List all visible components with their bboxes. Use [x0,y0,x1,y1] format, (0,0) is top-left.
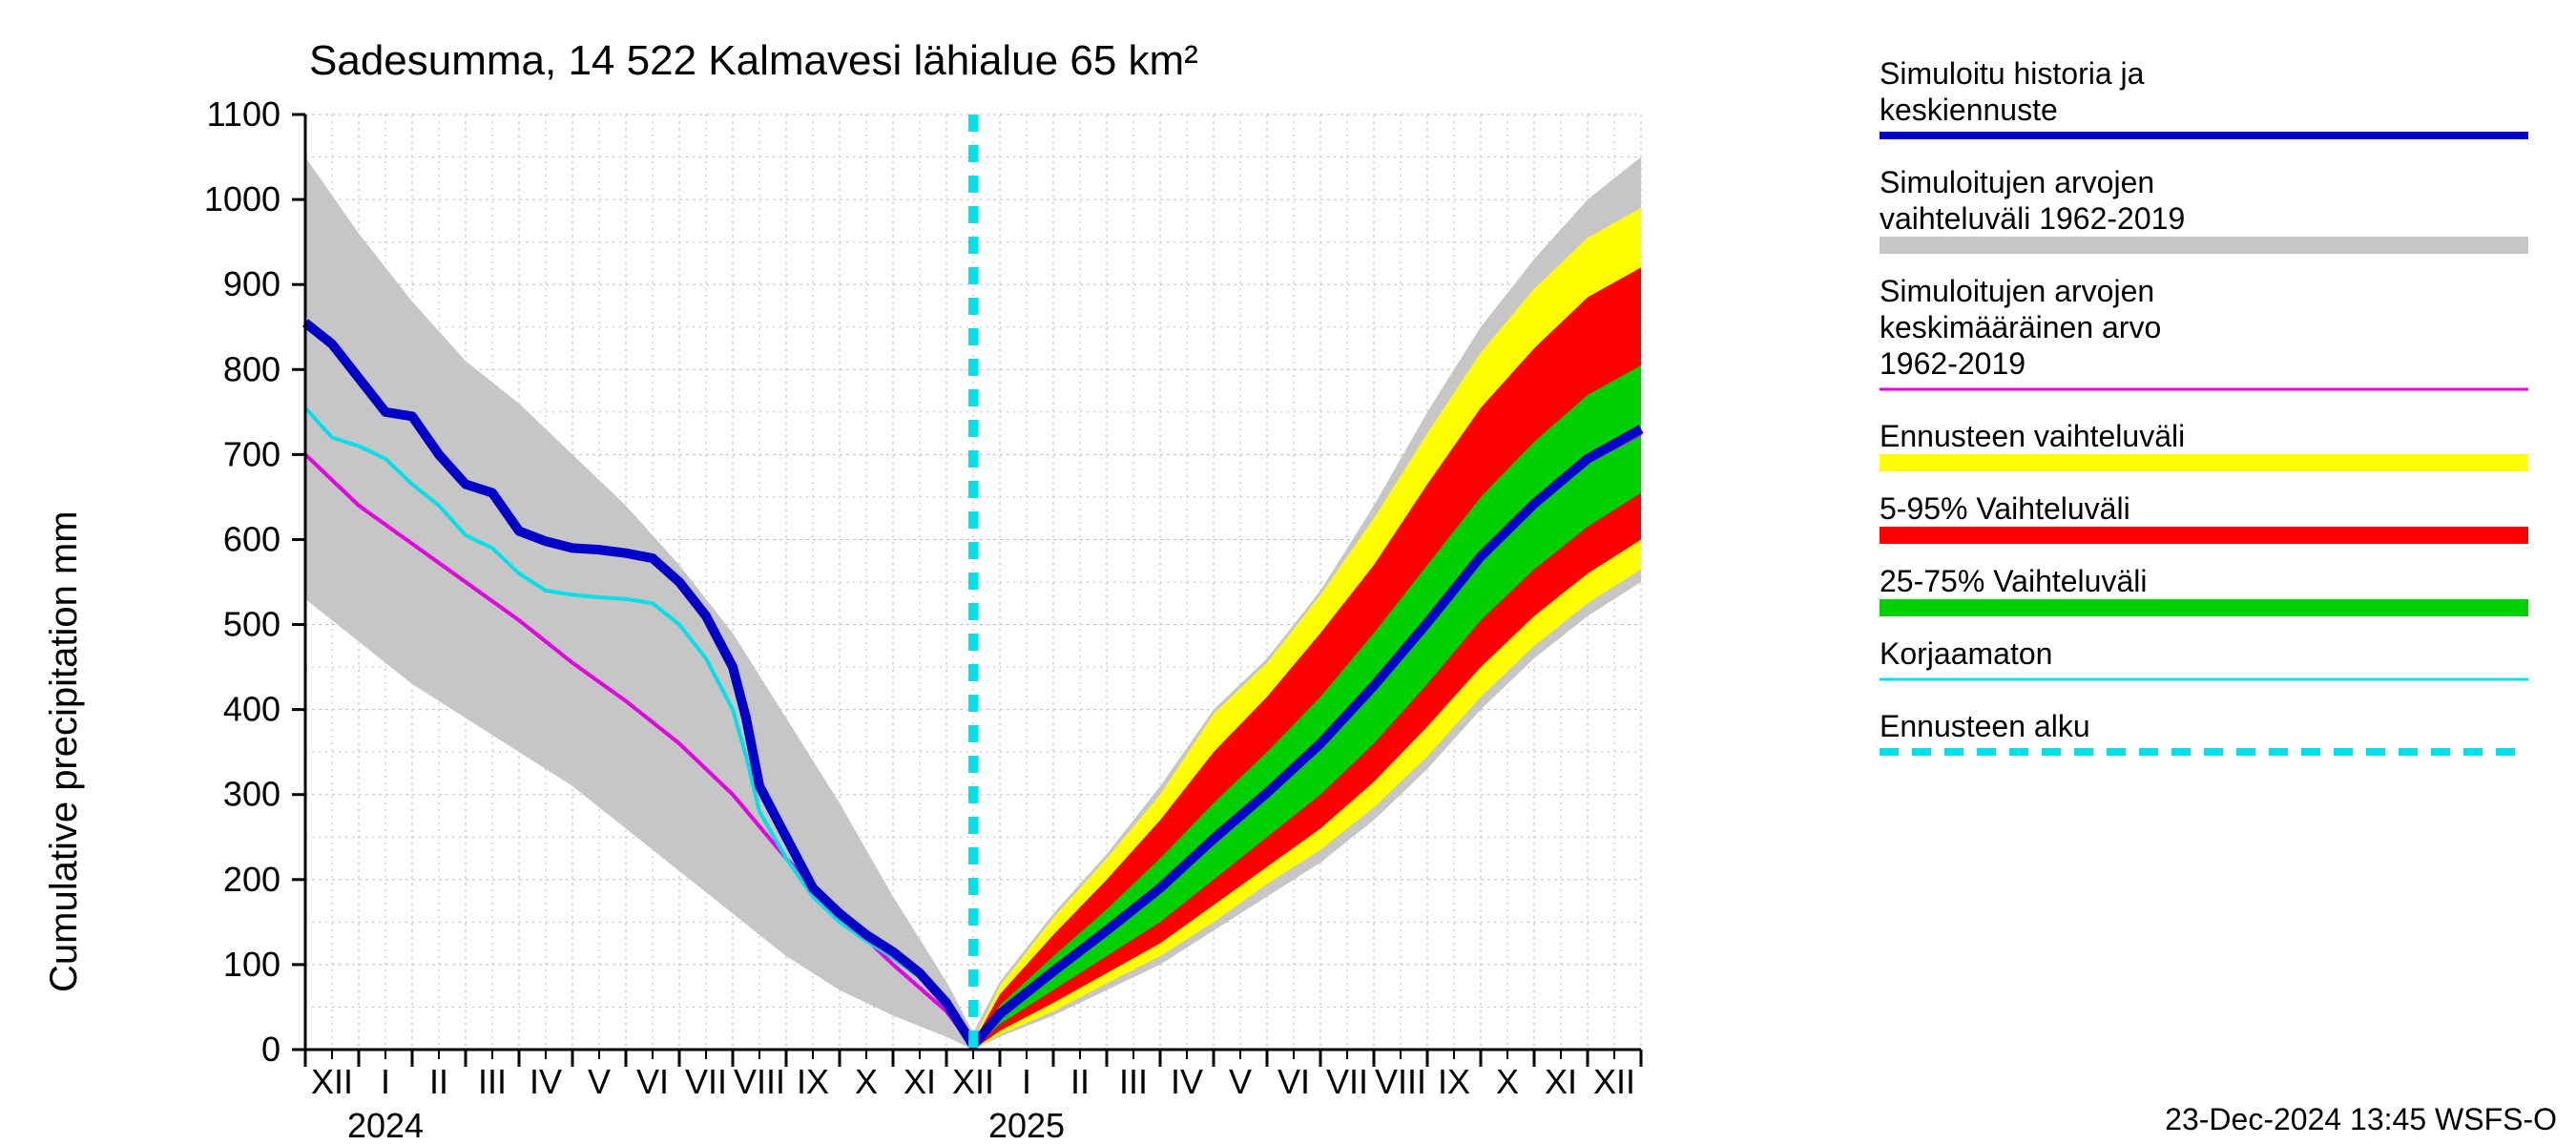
precipitation-chart: 010020030040050060070080090010001100XIII… [0,0,2576,1145]
x-tick-label: II [429,1062,448,1101]
band-red [973,267,1641,1050]
x-tick-label: XI [1545,1062,1577,1101]
legend-label: Simuloitujen arvojen [1880,165,2154,199]
y-tick-label: 0 [261,1030,280,1069]
year-label-left: 2024 [347,1106,424,1145]
x-tick-label: X [1496,1062,1519,1101]
legend-label: 5-95% Vaihteluväli [1880,491,2130,526]
x-tick-label: III [478,1062,507,1101]
legend-swatch [1880,237,2528,254]
legend-label: vaihteluväli 1962-2019 [1880,201,2185,236]
x-tick-label: I [381,1062,390,1101]
y-tick-label: 400 [223,690,280,729]
x-tick-label: I [1022,1062,1031,1101]
x-tick-label: VI [1278,1062,1310,1101]
y-tick-label: 200 [223,860,280,899]
y-tick-label: 600 [223,519,280,558]
y-axis-label: Cumulative precipitation mm [43,510,85,992]
y-tick-label: 800 [223,349,280,388]
legend-swatch [1880,599,2528,616]
legend-label: keskiennuste [1880,93,2058,127]
x-tick-label: VIII [734,1062,785,1101]
x-tick-label: XI [904,1062,936,1101]
x-tick-label: XII [311,1062,353,1101]
y-tick-label: 300 [223,775,280,814]
x-tick-label: VII [685,1062,727,1101]
legend-label: Ennusteen alku [1880,709,2090,743]
x-tick-label: II [1070,1062,1090,1101]
x-tick-label: IV [530,1062,562,1101]
legend-swatch [1880,527,2528,544]
x-tick-label: III [1119,1062,1148,1101]
x-tick-label: XII [1593,1062,1635,1101]
x-tick-label: VI [636,1062,669,1101]
legend-label: Simuloitujen arvojen [1880,274,2154,308]
chart-title: Sadesumma, 14 522 Kalmavesi lähialue 65 … [309,37,1198,84]
x-tick-label: XII [952,1062,994,1101]
y-tick-label: 900 [223,264,280,303]
x-tick-label: X [855,1062,878,1101]
year-label-right: 2025 [988,1106,1065,1145]
x-tick-label: IX [1438,1062,1470,1101]
legend: Simuloitu historia jakeskiennuste Simuloi… [1880,56,2528,752]
legend-label: 1962-2019 [1880,346,2025,381]
y-tick-label: 1100 [207,94,280,134]
y-tick-label: 100 [223,945,280,984]
legend-label: Ennusteen vaihteluväli [1880,419,2185,453]
legend-label: Simuloitu historia ja [1880,56,2145,91]
x-tick-label: IX [797,1062,829,1101]
legend-label: 25-75% Vaihteluväli [1880,564,2147,598]
timestamp: 23-Dec-2024 13:45 WSFS-O [2165,1102,2557,1136]
legend-label: Korjaamaton [1880,636,2052,671]
x-tick-label: V [1229,1062,1252,1101]
x-tick-label: VII [1326,1062,1368,1101]
x-tick-label: VIII [1375,1062,1426,1101]
x-tick-label: V [588,1062,611,1101]
legend-swatch [1880,454,2528,471]
y-tick-label: 700 [223,434,280,473]
y-tick-label: 1000 [204,179,280,219]
y-tick-label: 500 [223,605,280,644]
x-tick-label: IV [1171,1062,1203,1101]
legend-label: keskimääräinen arvo [1880,310,2161,344]
chart-container: 010020030040050060070080090010001100XIII… [0,0,2576,1145]
